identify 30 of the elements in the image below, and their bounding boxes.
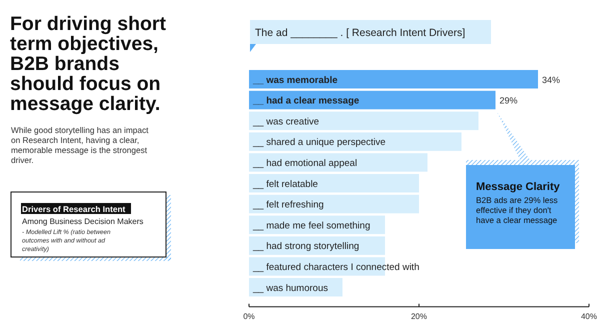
x-tick-label: 20% — [410, 312, 428, 321]
y-tick-label: __ shared a unique perspective — [252, 137, 386, 148]
x-tick-label: 0% — [243, 312, 255, 321]
text: Drivers of Research Intent — [22, 204, 126, 214]
y-tick-label: __ felt relatable — [252, 178, 318, 190]
bar — [249, 153, 428, 172]
chart-title: The ad ________ . [ Research Intent Drivers] — [255, 27, 466, 39]
text: Among Business Decision Makers — [22, 217, 144, 226]
text: While good storytelling has an impact on Research Intent, having a clear, memorable message is the strongest driver. — [11, 125, 150, 165]
bar — [249, 90, 496, 110]
y-tick-label: __ felt refreshing — [252, 200, 324, 211]
y-tick-label: __ had a clear message — [252, 96, 360, 107]
bar — [249, 132, 462, 151]
bar — [249, 112, 478, 130]
annotation: Message Clarity — [476, 181, 561, 193]
data-label: 29% — [500, 96, 518, 106]
y-tick-label: __ was humorous — [252, 282, 328, 294]
bar — [249, 70, 538, 88]
annotation: B2B ads are 29% less effective if they don't have a clear message — [476, 195, 558, 225]
y-tick-label: __ was creative — [252, 116, 320, 128]
y-tick-label: __ had emotional appeal — [252, 158, 358, 169]
y-tick-label: __ was memorable — [252, 74, 338, 86]
y-tick-label: __ had strong storytelling — [252, 241, 360, 252]
x-tick-label: 40% — [580, 312, 598, 321]
y-tick-label: __ made me feel something — [252, 220, 370, 232]
bar — [249, 194, 419, 214]
y-tick-label: __ featured characters I connected with — [252, 262, 420, 273]
bar — [249, 174, 419, 192]
data-label: 34% — [542, 74, 560, 85]
text: For driving short term objectives, B2B brands should focus on message clarity. — [10, 13, 167, 115]
